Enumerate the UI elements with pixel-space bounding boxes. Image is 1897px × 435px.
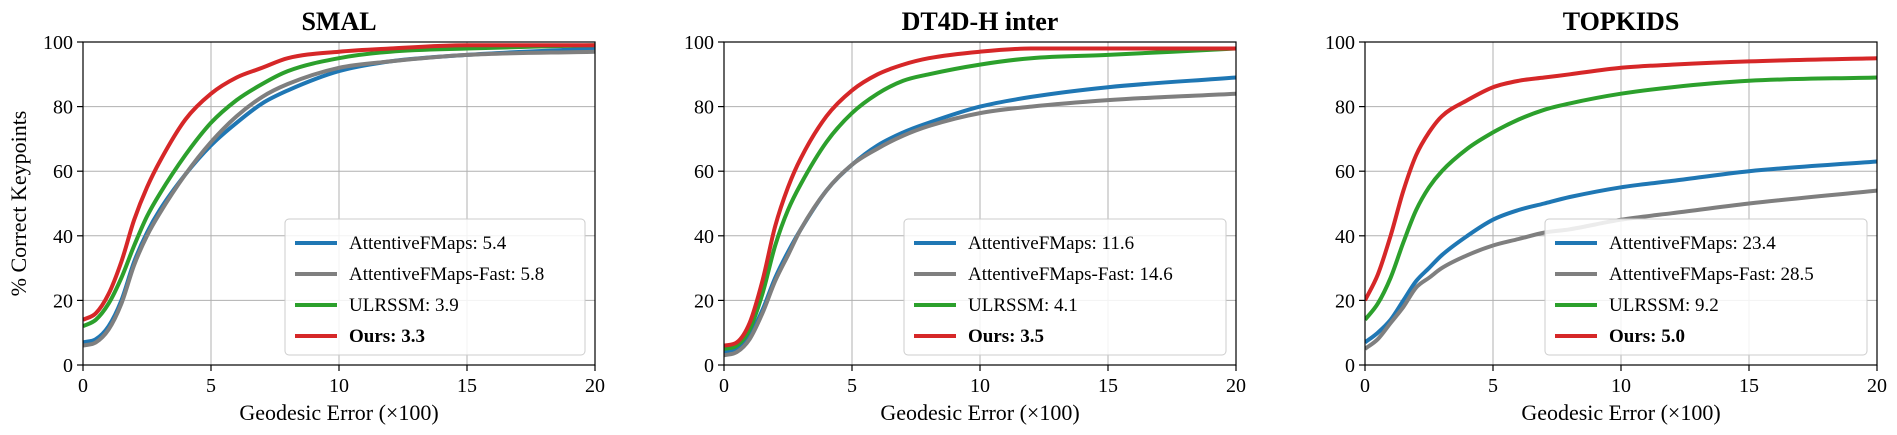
y-tick-label: 40 (694, 226, 714, 248)
y-tick-label: 0 (63, 355, 73, 377)
legend-label-ulrssm: ULRSSM: 4.1 (968, 295, 1078, 316)
legend: AttentiveFMaps: 5.4 AttentiveFMaps-Fast: … (284, 218, 586, 356)
y-tick-label: 40 (53, 226, 73, 248)
chart-title: SMAL (301, 7, 376, 36)
legend-label-attentivefmaps: AttentiveFMaps: 11.6 (968, 233, 1134, 254)
series-line-attentivefmaps-fast (83, 49, 595, 348)
x-tick-label: 10 (970, 375, 990, 397)
y-tick-label: 20 (1335, 290, 1355, 312)
x-tick-label: 5 (847, 375, 857, 397)
legend-box (1544, 218, 1868, 356)
legend-label-attentivefmaps-fast: AttentiveFMaps-Fast: 14.6 (968, 264, 1173, 285)
x-tick-label: 0 (78, 375, 88, 397)
x-axis-label: Geodesic Error (×100) (1521, 400, 1720, 425)
plot-frame (723, 41, 1237, 366)
y-tick-label: 40 (1335, 226, 1355, 248)
legend-box (903, 218, 1227, 356)
y-tick-label: 20 (53, 290, 73, 312)
x-tick-label: 20 (1226, 375, 1246, 397)
x-tick-label: 15 (1739, 375, 1759, 397)
legend-label-ulrssm: ULRSSM: 3.9 (349, 295, 459, 316)
y-tick-label: 0 (1345, 355, 1355, 377)
chart-panel-topkids: 0 5 10 15 20 0 20 40 60 80 100 TOPKIDS Geodesic Erro… (1325, 7, 1887, 425)
y-tick-label: 0 (704, 355, 714, 377)
y-tick-label: 100 (1325, 32, 1355, 54)
y-tick-label: 100 (43, 32, 73, 54)
y-tick-label: 80 (694, 97, 714, 119)
y-tick-label: 60 (53, 161, 73, 183)
series-line-attentivefmaps-fast (724, 91, 1236, 358)
series-line-ours (1365, 56, 1877, 302)
chart-panel-smal: 0 5 10 15 20 0 20 40 60 80 100 SMAL Geodesic Error (… (6, 7, 605, 425)
chart-title: DT4D-H inter (902, 7, 1059, 36)
x-tick-label: 0 (719, 375, 729, 397)
x-axis-label: Geodesic Error (×100) (880, 400, 1079, 425)
legend-label-ours: Ours: 3.3 (349, 326, 425, 347)
series-line-ulrssm (724, 46, 1236, 351)
legend-box (284, 218, 586, 356)
series-line-attentivefmaps-fast (1365, 188, 1877, 351)
x-tick-label: 20 (585, 375, 605, 397)
legend-label-ours: Ours: 5.0 (1609, 326, 1685, 347)
x-tick-label: 15 (457, 375, 477, 397)
x-tick-label: 20 (1867, 375, 1887, 397)
series-line-ours (724, 46, 1236, 348)
series-line-ulrssm (1365, 75, 1877, 322)
y-tick-label: 60 (1335, 161, 1355, 183)
x-tick-label: 5 (206, 375, 216, 397)
y-tick-label: 80 (53, 97, 73, 119)
legend-label-attentivefmaps: AttentiveFMaps: 5.4 (349, 233, 507, 254)
legend-label-ulrssm: ULRSSM: 9.2 (1609, 295, 1719, 316)
legend-label-attentivefmaps: AttentiveFMaps: 23.4 (1609, 233, 1776, 254)
x-axis-label: Geodesic Error (×100) (239, 400, 438, 425)
x-tick-label: 10 (1611, 375, 1631, 397)
chart-title: TOPKIDS (1563, 7, 1680, 36)
y-tick-label: 100 (684, 32, 714, 54)
legend-label-attentivefmaps-fast: AttentiveFMaps-Fast: 5.8 (349, 264, 544, 285)
x-tick-label: 10 (329, 375, 349, 397)
x-tick-label: 15 (1098, 375, 1118, 397)
series-line-ulrssm (83, 43, 595, 329)
legend-label-attentivefmaps-fast: AttentiveFMaps-Fast: 28.5 (1609, 264, 1814, 285)
series-line-ours (83, 43, 595, 322)
plot-frame (82, 41, 596, 366)
y-tick-label: 20 (694, 290, 714, 312)
y-tick-label: 60 (694, 161, 714, 183)
y-tick-label: 80 (1335, 97, 1355, 119)
x-tick-label: 0 (1360, 375, 1370, 397)
legend-label-ours: Ours: 3.5 (968, 326, 1044, 347)
x-tick-label: 5 (1488, 375, 1498, 397)
legend: AttentiveFMaps: 11.6 AttentiveFMaps-Fast:… (903, 218, 1227, 356)
legend: AttentiveFMaps: 23.4 AttentiveFMaps-Fast:… (1544, 218, 1868, 356)
chart-panel-dt4d-h-inter: 0 5 10 15 20 0 20 40 60 80 100 DT4D-H inter Geodesic… (684, 7, 1246, 425)
y-axis-label: % Correct Keypoints (6, 111, 31, 297)
plot-frame (1364, 41, 1878, 366)
series-line-attentivefmaps (1365, 159, 1877, 345)
